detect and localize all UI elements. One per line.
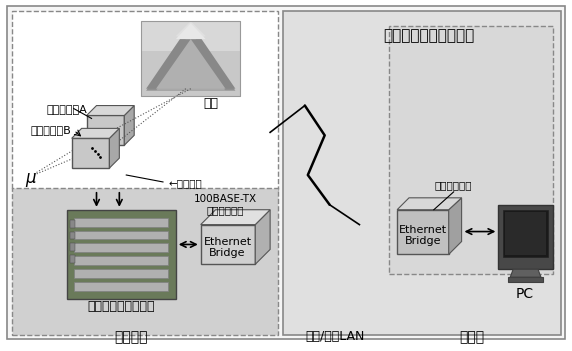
Bar: [74, 282, 168, 291]
Polygon shape: [146, 23, 236, 89]
Bar: [74, 244, 168, 252]
Polygon shape: [109, 128, 120, 168]
Polygon shape: [156, 39, 225, 89]
Text: 火山近傍: 火山近傍: [114, 330, 148, 344]
FancyArrowPatch shape: [74, 130, 81, 136]
Text: ←シグナル: ←シグナル: [169, 178, 202, 188]
Polygon shape: [201, 225, 255, 264]
Bar: [74, 256, 168, 265]
Bar: [283, 11, 561, 335]
Bar: [12, 188, 278, 335]
Polygon shape: [124, 106, 134, 145]
Polygon shape: [448, 198, 462, 254]
Polygon shape: [176, 21, 206, 39]
Text: PC: PC: [516, 287, 534, 301]
Polygon shape: [397, 210, 448, 254]
Polygon shape: [255, 210, 270, 264]
Polygon shape: [510, 269, 541, 277]
Polygon shape: [509, 277, 543, 282]
Bar: [12, 11, 278, 190]
FancyArrowPatch shape: [181, 242, 196, 247]
Polygon shape: [503, 210, 548, 257]
Polygon shape: [201, 210, 270, 225]
Polygon shape: [86, 115, 124, 145]
Text: リードアウトボード: リードアウトボード: [88, 300, 155, 313]
Text: 100BASE-TX
イーサネット: 100BASE-TX イーサネット: [194, 194, 257, 216]
FancyArrowPatch shape: [466, 229, 494, 234]
FancyArrowPatch shape: [94, 193, 100, 205]
Bar: [70, 220, 75, 227]
Polygon shape: [156, 41, 225, 91]
Bar: [74, 269, 168, 278]
Polygon shape: [72, 128, 120, 138]
Polygon shape: [141, 21, 240, 51]
Bar: [70, 232, 75, 239]
Text: カウンターA: カウンターA: [47, 104, 88, 113]
Text: 火山: 火山: [203, 97, 218, 110]
Text: カウンターB: カウンターB: [30, 125, 71, 135]
Text: Ethernet
Bridge: Ethernet Bridge: [204, 237, 252, 258]
Bar: [389, 26, 553, 274]
Bar: [141, 21, 240, 95]
Text: 遠隔地: 遠隔地: [459, 330, 484, 344]
Text: 有線/無線LAN: 有線/無線LAN: [305, 330, 364, 343]
Polygon shape: [86, 106, 134, 115]
Polygon shape: [397, 198, 462, 210]
FancyArrowPatch shape: [117, 193, 122, 205]
Bar: [67, 210, 176, 299]
Polygon shape: [146, 26, 236, 91]
Text: μ: μ: [25, 169, 35, 187]
Polygon shape: [498, 205, 553, 269]
Bar: [74, 218, 168, 227]
Polygon shape: [141, 21, 240, 95]
Text: イーサネット: イーサネット: [435, 180, 472, 190]
Polygon shape: [176, 23, 206, 39]
Bar: [74, 231, 168, 239]
Polygon shape: [505, 212, 546, 256]
Polygon shape: [72, 138, 109, 168]
Bar: [70, 244, 75, 251]
Bar: [70, 256, 75, 263]
Text: リードアウトシステム: リードアウトシステム: [383, 29, 475, 44]
Text: Ethernet
Bridge: Ethernet Bridge: [399, 225, 447, 246]
